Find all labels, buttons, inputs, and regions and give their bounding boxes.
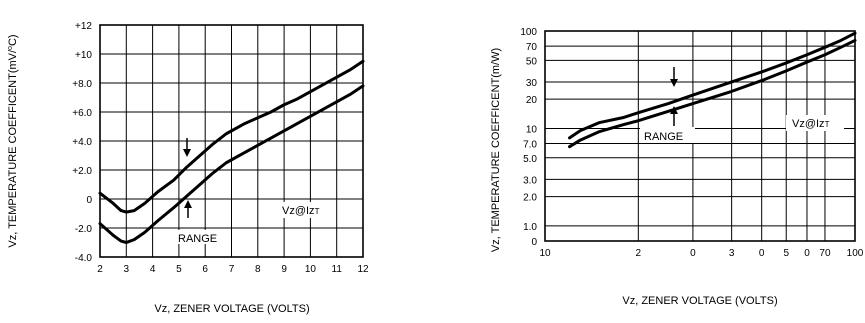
left-y-tick-label: +12	[75, 21, 92, 32]
left-x-tick-label: 12	[357, 264, 369, 275]
right-x-tick-label: 100	[847, 248, 864, 259]
left-x-tick-label: 3	[124, 264, 130, 275]
right-x-tick-label: 2	[636, 248, 642, 259]
right-arrow-up	[670, 106, 678, 126]
left-y-tick-label: +8.0	[72, 79, 92, 90]
left-x-tick-label: 8	[255, 264, 261, 275]
left-y-tick-label: -4.0	[75, 253, 93, 264]
left-y-tick-label: +2.0	[72, 166, 92, 177]
left-x-tick-label: 10	[305, 264, 317, 275]
left-grid	[99, 24, 364, 258]
right-y-tick-label: 70	[526, 42, 538, 53]
right-y-tick-label: 1.0	[523, 222, 537, 233]
right-y-tick-label: 20	[526, 95, 538, 106]
left-series-line-2	[98, 84, 365, 244]
left-condition-label-bg	[278, 202, 328, 218]
right-series-line-1	[568, 31, 857, 140]
left-x-tick-label: 4	[150, 264, 156, 275]
right-y-tick-label: 100	[520, 27, 537, 38]
right-y-ticks: 100 70 50 30 20 10 7.0 5.0 3.0 2.0 1.0 0	[520, 27, 537, 248]
left-y-tick-label: +6.0	[72, 108, 92, 119]
right-condition-label-bg	[786, 115, 844, 131]
left-arrow-up	[184, 200, 192, 218]
right-x-tick-label: 70	[819, 248, 831, 259]
right-x-tick-label: 5	[783, 248, 789, 259]
right-chart: 10 2 0 3 0 5 0 70 100 10070503020107.05.03.02.01…	[490, 27, 864, 307]
right-range-label-bg	[640, 127, 695, 143]
left-x-tick-label: 6	[202, 264, 208, 275]
right-x-tick-label: 0	[690, 248, 696, 259]
right-series-line-2	[568, 38, 857, 149]
right-y-tick-label: 0	[531, 237, 537, 248]
right-arrow-down	[670, 67, 678, 87]
right-y-tick-label: 10	[526, 124, 538, 135]
left-y-tick-label: +10	[75, 50, 92, 61]
right-y-tick-label: 30	[526, 78, 538, 89]
left-x-tick-label: 5	[176, 264, 182, 275]
right-series	[568, 31, 857, 149]
right-y-tick-label: 50	[526, 56, 538, 67]
left-y-ticks: +12 +10 +8.0 +6.0 +4.0 +2.0 0 -2.0 -4.0	[72, 21, 92, 264]
right-y-tick-label: 5.0	[523, 154, 537, 165]
right-x-ticks: 10 2 0 3 0 5 0 70 100	[539, 248, 863, 259]
left-x-tick-label: 7	[229, 264, 235, 275]
left-y-tick-label: 0	[86, 195, 92, 206]
left-series-line-1	[98, 59, 365, 214]
left-y-tick-label: +4.0	[72, 137, 92, 148]
left-chart: 2 3 4 5 6 7 8 9 10 11 12 +12 +10 +8.0 +6.0 +4.0 +2.0 0 -2…	[7, 21, 369, 315]
right-range-label: RANGE	[644, 131, 683, 143]
left-arrow-down	[183, 138, 191, 157]
left-x-tick-label: 2	[97, 264, 103, 275]
left-range-label: RANGE	[178, 233, 217, 245]
right-x-tick-label: 0	[759, 248, 765, 259]
right-y-axis-title: Vz, TEMPERATURE COEFFICENT(m/W)	[490, 48, 502, 252]
right-y-tick-label: 3.0	[523, 175, 537, 186]
right-x-tick-label: 10	[539, 248, 551, 259]
left-series	[98, 59, 365, 244]
left-x-tick-label: 9	[281, 264, 287, 275]
left-range-label-bg	[174, 230, 230, 244]
left-x-tick-label: 11	[332, 264, 343, 275]
left-x-axis-title: Vz, ZENER VOLTAGE (VOLTS)	[154, 303, 309, 315]
right-y-tick-label: 7.0	[523, 140, 537, 151]
right-y-tick-label: 2.0	[523, 193, 537, 204]
right-x-axis-title: Vz, ZENER VOLTAGE (VOLTS)	[622, 295, 777, 307]
left-y-tick-label: -2.0	[75, 224, 93, 235]
left-x-ticks: 2 3 4 5 6 7 8 9 10 11 12	[97, 264, 369, 275]
right-x-tick-label: 0	[804, 248, 810, 259]
left-condition-label: Vz@IzT	[282, 205, 320, 217]
right-x-tick-label: 3	[729, 248, 735, 259]
left-y-axis-title: Vz, TEMPERATURE COEFFICENT(mV/oC)	[7, 34, 19, 247]
right-condition-label: Vz@IzT	[792, 118, 830, 130]
